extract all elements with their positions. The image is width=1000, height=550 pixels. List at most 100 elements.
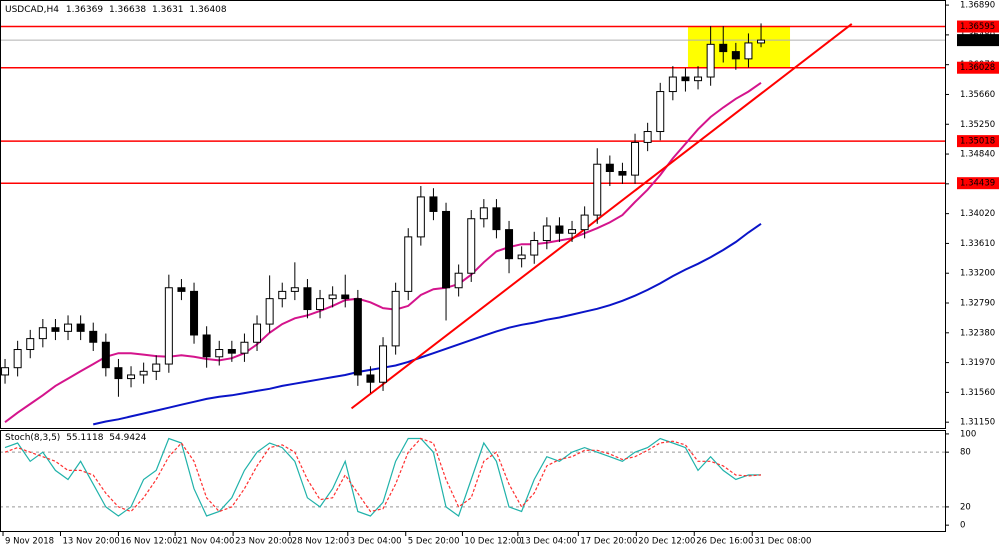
level-label-box	[957, 177, 999, 190]
candle-body	[568, 229, 577, 234]
candle-body	[303, 287, 312, 311]
x-tick-label: 9 Nov 2018	[5, 537, 54, 547]
candle-body	[265, 298, 274, 325]
stoch-line	[4, 437, 762, 517]
candle-body	[593, 163, 602, 216]
candle-body	[555, 225, 564, 234]
price-panel: 1.368901.364801.360701.356601.352501.348…	[0, 1, 999, 428]
x-tick-label: 5 Dec 20:00	[408, 537, 460, 547]
stoch-header: Stoch(8,3,5) 55.1118 54.9424	[5, 433, 147, 443]
candle-body	[656, 91, 665, 133]
level-label: 1.35018	[960, 137, 995, 147]
candle-body	[681, 76, 690, 82]
candle-body	[164, 287, 173, 365]
x-tick-label: 20 Dec 12:00	[638, 537, 695, 547]
candle-body	[631, 141, 640, 176]
candle-body	[177, 287, 186, 292]
candle-body	[454, 272, 463, 289]
candle-body	[240, 341, 249, 354]
candle-body	[253, 323, 262, 343]
stoch-y-tick-label: 20	[960, 502, 971, 512]
level-label: 1.36595	[960, 22, 995, 32]
candle-body	[101, 341, 110, 369]
x-tick-label: 23 Nov 20:00	[235, 537, 292, 547]
candle-body	[442, 210, 451, 289]
close-value: 1.36408	[189, 5, 226, 15]
candle-body	[643, 131, 652, 143]
level-label: 1.36028	[960, 63, 995, 73]
stoch-y-tick-label: 100	[960, 429, 976, 439]
y-tick-label: 1.31150	[960, 418, 995, 428]
time-axis: 9 Nov 2018 13 Nov 20:00 16 Nov 12:00 21 Nov…	[2, 532, 811, 547]
candle-body	[757, 39, 766, 44]
candle-body	[416, 196, 425, 238]
candle-body	[706, 43, 715, 78]
y-tick-label: 1.33610	[960, 239, 995, 249]
y-tick-label: 1.34020	[960, 209, 995, 219]
candle-body	[694, 76, 703, 82]
y-tick-label: 1.33200	[960, 269, 995, 279]
candle-body	[190, 290, 199, 336]
stoch-title: Stoch(8,3,5)	[5, 433, 60, 443]
candle-body	[605, 163, 614, 172]
candle-body	[719, 43, 728, 53]
x-tick-label: 28 Nov 12:00	[292, 537, 349, 547]
stoch-y-tick-label: 80	[960, 448, 971, 458]
x-tick-label: 13 Dec 04:00	[520, 537, 577, 547]
candle-body	[316, 298, 325, 311]
candle-body	[290, 287, 299, 292]
candle-body	[127, 374, 136, 380]
y-tick-label: 1.34840	[960, 150, 995, 160]
moving-average	[92, 222, 762, 426]
y-tick-label: 1.31560	[960, 388, 995, 398]
candle-body	[38, 327, 47, 340]
candle-body	[492, 207, 501, 231]
stoch-frame	[0, 430, 946, 532]
level-label-box	[957, 20, 999, 33]
candle-body	[1, 367, 10, 376]
candle-body	[341, 294, 350, 300]
candle-body	[51, 327, 60, 332]
current-price-label: 1.36408	[960, 36, 995, 46]
y-tick-label: 1.31970	[960, 358, 995, 368]
candle-body	[542, 225, 551, 242]
y-tick-label: 1.32790	[960, 299, 995, 309]
y-tick-label: 1.32380	[960, 328, 995, 338]
x-tick-label: 3 Dec 04:00	[350, 537, 402, 547]
stoch-panel: 100 80 20 0	[0, 429, 976, 531]
price-header: USDCAD,H4 1.36369 1.36638 1.3631 1.36408	[5, 5, 227, 15]
moving-average	[4, 81, 762, 423]
candle-body	[429, 196, 438, 212]
candle-body	[668, 76, 677, 93]
x-tick-label: 16 Nov 12:00	[120, 537, 177, 547]
candle-body	[328, 294, 337, 300]
candle-body	[114, 367, 123, 380]
candle-body	[152, 363, 161, 372]
candle-body	[505, 229, 514, 260]
candle-body	[580, 214, 589, 231]
x-tick-label: 21 Nov 04:00	[177, 537, 234, 547]
candle-body	[530, 240, 539, 256]
stoch-main-value: 55.1118	[66, 433, 103, 443]
symbol: USDCAD,H4	[5, 5, 59, 15]
high-value: 1.36638	[109, 5, 146, 15]
stoch-line	[4, 437, 762, 513]
trendline	[350, 23, 853, 410]
candle-body	[215, 349, 224, 358]
x-tick-label: 10 Dec 12:00	[464, 537, 521, 547]
y-tick-label: 1.36890	[960, 1, 995, 11]
candle-body	[353, 298, 362, 376]
stoch-signal-value: 54.9424	[109, 433, 146, 443]
candle-body	[744, 42, 753, 60]
y-tick-label: 1.35660	[960, 90, 995, 100]
candle-body	[404, 236, 413, 292]
candle-body	[202, 334, 211, 358]
highlight-zone	[687, 26, 791, 68]
candle-body	[26, 338, 35, 351]
candle-body	[731, 51, 740, 60]
x-tick-label: 17 Dec 20:00	[580, 537, 637, 547]
x-tick-label: 13 Nov 20:00	[62, 537, 119, 547]
open-value: 1.36369	[66, 5, 103, 15]
